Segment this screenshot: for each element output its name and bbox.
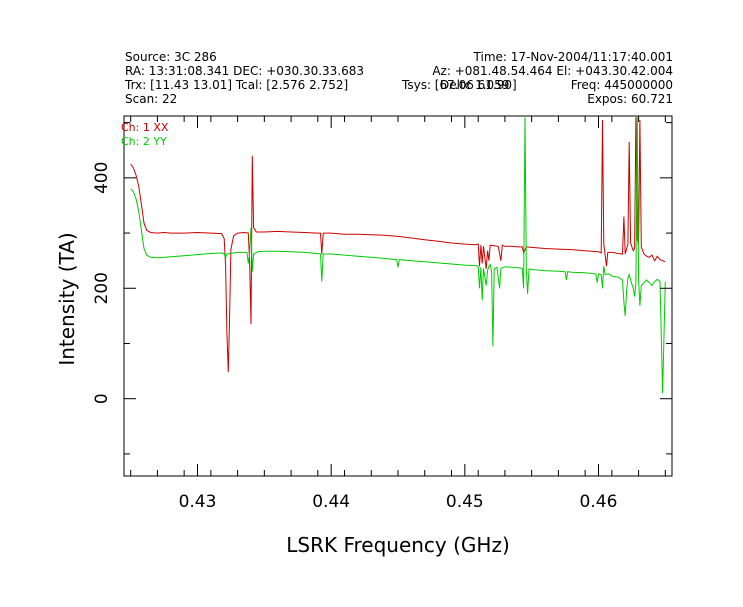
trx-tcal-label: Trx: [11.43 13.01] Tcal: [2.576 2.752] bbox=[125, 78, 349, 92]
series-line-2 bbox=[130, 117, 666, 394]
x-tick-label: 0.46 bbox=[580, 492, 618, 512]
series-line-1 bbox=[130, 117, 666, 373]
expos-label: Expos: 60.721 bbox=[587, 92, 673, 106]
x-tick-label: 0.43 bbox=[179, 492, 217, 512]
x-tick-label: 0.44 bbox=[312, 492, 350, 512]
source-label: Source: 3C 286 bbox=[125, 50, 217, 64]
time-label: Time: 17-Nov-2004/11:17:40.001 bbox=[473, 50, 673, 64]
scan-label: Scan: 22 bbox=[125, 92, 178, 106]
x-axis-label: LSRK Frequency (GHz) bbox=[286, 533, 510, 557]
y-tick-label: 200 bbox=[92, 272, 112, 304]
freq-label: Freq: 445000000 bbox=[570, 78, 673, 92]
legend-entry-1: Ch: 1 XX bbox=[121, 121, 169, 134]
legend-entry-2: Ch: 2 YY bbox=[121, 135, 167, 148]
y-tick-label: 400 bbox=[92, 162, 112, 194]
x-tick-label: 0.45 bbox=[446, 492, 484, 512]
az-el-label: Az: +081.48.54.464 El: +043.30.42.004 bbox=[432, 64, 673, 78]
series-layer bbox=[130, 117, 666, 394]
deltc-label: Deltc 1.059 bbox=[440, 78, 510, 92]
ticks-layer: 0.43 0.44 0.45 0.46 0 200 400 bbox=[92, 116, 672, 512]
plot-frame bbox=[123, 115, 673, 477]
ra-dec-label: RA: 13:31:08.341 DEC: +030.30.33.683 bbox=[125, 64, 365, 78]
y-tick-label: 0 bbox=[92, 393, 112, 404]
tsys-label: Tsys: [67.06 61.90] bbox=[402, 78, 517, 92]
y-axis-label: Intensity (TA) bbox=[55, 232, 79, 365]
